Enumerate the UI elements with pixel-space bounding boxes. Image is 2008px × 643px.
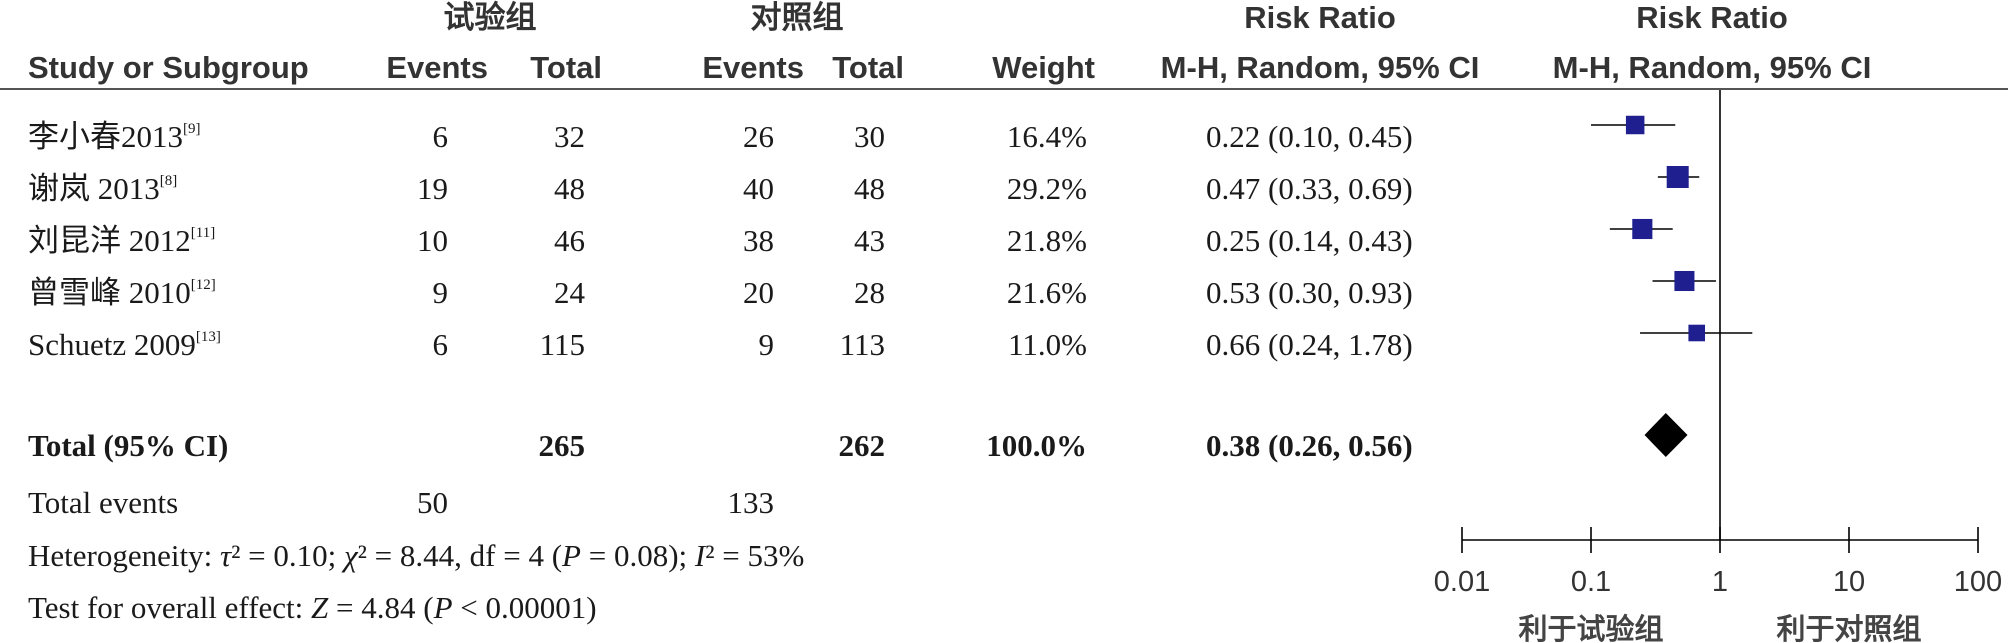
study-marker (1688, 324, 1706, 342)
header-divider (0, 88, 2008, 90)
ctrl-total-header: Total (832, 50, 904, 85)
total-weight: 100.0% (986, 428, 1087, 463)
total-ci-text: 0.38 (0.26, 0.56) (1206, 428, 1413, 463)
method-header-right: M-H, Random, 95% CI (1552, 50, 1872, 85)
ctrl-events: 26 (743, 119, 774, 154)
study-name: 谢岚 2013[8] (28, 171, 178, 206)
study-marker (1666, 166, 1689, 188)
ctrl-total: 30 (854, 119, 885, 154)
ctrl-total: 28 (854, 275, 885, 310)
overall-effect-line: Test for overall effect: Z = 4.84 (P < 0… (28, 590, 597, 625)
method-header-left: M-H, Random, 95% CI (1160, 50, 1480, 85)
exp-events: 9 (432, 275, 449, 310)
exp-total: 32 (554, 119, 585, 154)
x-tick-label: 0.1 (1571, 566, 1611, 598)
weight: 16.4% (1006, 119, 1087, 154)
summary-diamond (1644, 413, 1688, 457)
ctrl-events: 38 (743, 223, 774, 258)
study-marker (1674, 270, 1695, 292)
x-tick-label: 1 (1712, 566, 1728, 598)
exp-group-header: 试验组 (443, 0, 537, 35)
total-ctrl-total: 262 (838, 428, 886, 463)
exp-events-header: Events (386, 50, 488, 85)
rr-title-left: Risk Ratio (1244, 0, 1396, 35)
ctrl-events: 9 (758, 327, 775, 362)
study-name: 刘昆洋 2012[11] (28, 223, 216, 258)
exp-events: 10 (417, 223, 448, 258)
exp-total: 24 (554, 275, 585, 310)
exp-events: 6 (432, 119, 449, 154)
total-events-exp: 50 (417, 485, 448, 520)
favours-right-label: 利于对照组 (1776, 612, 1921, 643)
study-name: 李小春2013[9] (28, 119, 201, 154)
exp-total: 115 (539, 327, 585, 362)
ctrl-events: 40 (743, 171, 774, 206)
total-label: Total (95% CI) (28, 428, 229, 463)
weight: 21.6% (1006, 275, 1087, 310)
x-tick-label: 100 (1954, 566, 2002, 598)
x-tick-label: 0.01 (1434, 566, 1490, 598)
weight: 21.8% (1006, 223, 1087, 258)
ctrl-events-header: Events (702, 50, 804, 85)
study-column-header: Study or Subgroup (28, 50, 309, 85)
rr-title-right: Risk Ratio (1636, 0, 1788, 35)
total-events-label: Total events (28, 485, 179, 520)
study-marker (1632, 218, 1653, 240)
ci-text: 0.22 (0.10, 0.45) (1206, 119, 1413, 154)
exp-total: 48 (554, 171, 585, 206)
weight: 29.2% (1006, 171, 1087, 206)
study-name: 曾雪峰 2010[12] (28, 275, 216, 310)
total-exp-total: 265 (538, 428, 586, 463)
ci-text: 0.47 (0.33, 0.69) (1206, 171, 1413, 206)
ctrl-total: 113 (839, 327, 885, 362)
ctrl-events: 20 (743, 275, 774, 310)
heterogeneity-line: Heterogeneity: τ² = 0.10; χ² = 8.44, df … (28, 538, 805, 573)
x-tick-label: 10 (1833, 566, 1865, 598)
favours-left-label: 利于试验组 (1518, 612, 1663, 643)
ctrl-group-header: 对照组 (750, 0, 844, 35)
total-events-ctrl: 133 (727, 485, 775, 520)
ctrl-total: 43 (854, 223, 885, 258)
weight: 11.0% (1008, 327, 1087, 362)
study-name: Schuetz 2009[13] (28, 327, 221, 362)
study-marker (1625, 115, 1645, 135)
ci-text: 0.25 (0.14, 0.43) (1206, 223, 1413, 258)
exp-total-header: Total (530, 50, 602, 85)
exp-total: 46 (554, 223, 585, 258)
ci-text: 0.66 (0.24, 1.78) (1206, 327, 1413, 362)
weight-header: Weight (992, 50, 1095, 85)
ctrl-total: 48 (854, 171, 885, 206)
exp-events: 6 (432, 327, 449, 362)
ci-text: 0.53 (0.30, 0.93) (1206, 275, 1413, 310)
exp-events: 19 (417, 171, 448, 206)
